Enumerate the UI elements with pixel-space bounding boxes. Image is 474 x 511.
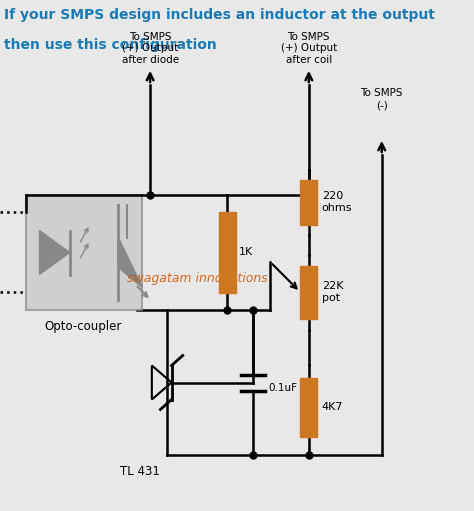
- Bar: [300, 266, 318, 319]
- Text: 4K7: 4K7: [322, 402, 343, 412]
- Text: To SMPS
(-): To SMPS (-): [360, 88, 403, 110]
- Text: 220
ohms: 220 ohms: [322, 191, 352, 213]
- Text: To SMPS
(+) Output
after diode: To SMPS (+) Output after diode: [121, 32, 179, 65]
- Polygon shape: [118, 238, 142, 288]
- Bar: [26, 195, 142, 310]
- Text: TL 431: TL 431: [120, 465, 160, 478]
- Text: To SMPS
(+) Output
after coil: To SMPS (+) Output after coil: [281, 32, 337, 65]
- Text: then use this configuration: then use this configuration: [4, 38, 217, 52]
- Text: 1K: 1K: [239, 247, 254, 257]
- Text: 0.1uF: 0.1uF: [268, 383, 298, 392]
- Text: If your SMPS design includes an inductor at the output: If your SMPS design includes an inductor…: [4, 8, 435, 22]
- Text: Opto-coupler: Opto-coupler: [45, 320, 122, 333]
- Bar: [219, 212, 236, 293]
- Bar: [300, 378, 318, 437]
- Polygon shape: [39, 230, 70, 274]
- Text: 22K
pot: 22K pot: [322, 281, 343, 303]
- Bar: [300, 180, 318, 225]
- Text: swagatam innovations: swagatam innovations: [127, 271, 268, 285]
